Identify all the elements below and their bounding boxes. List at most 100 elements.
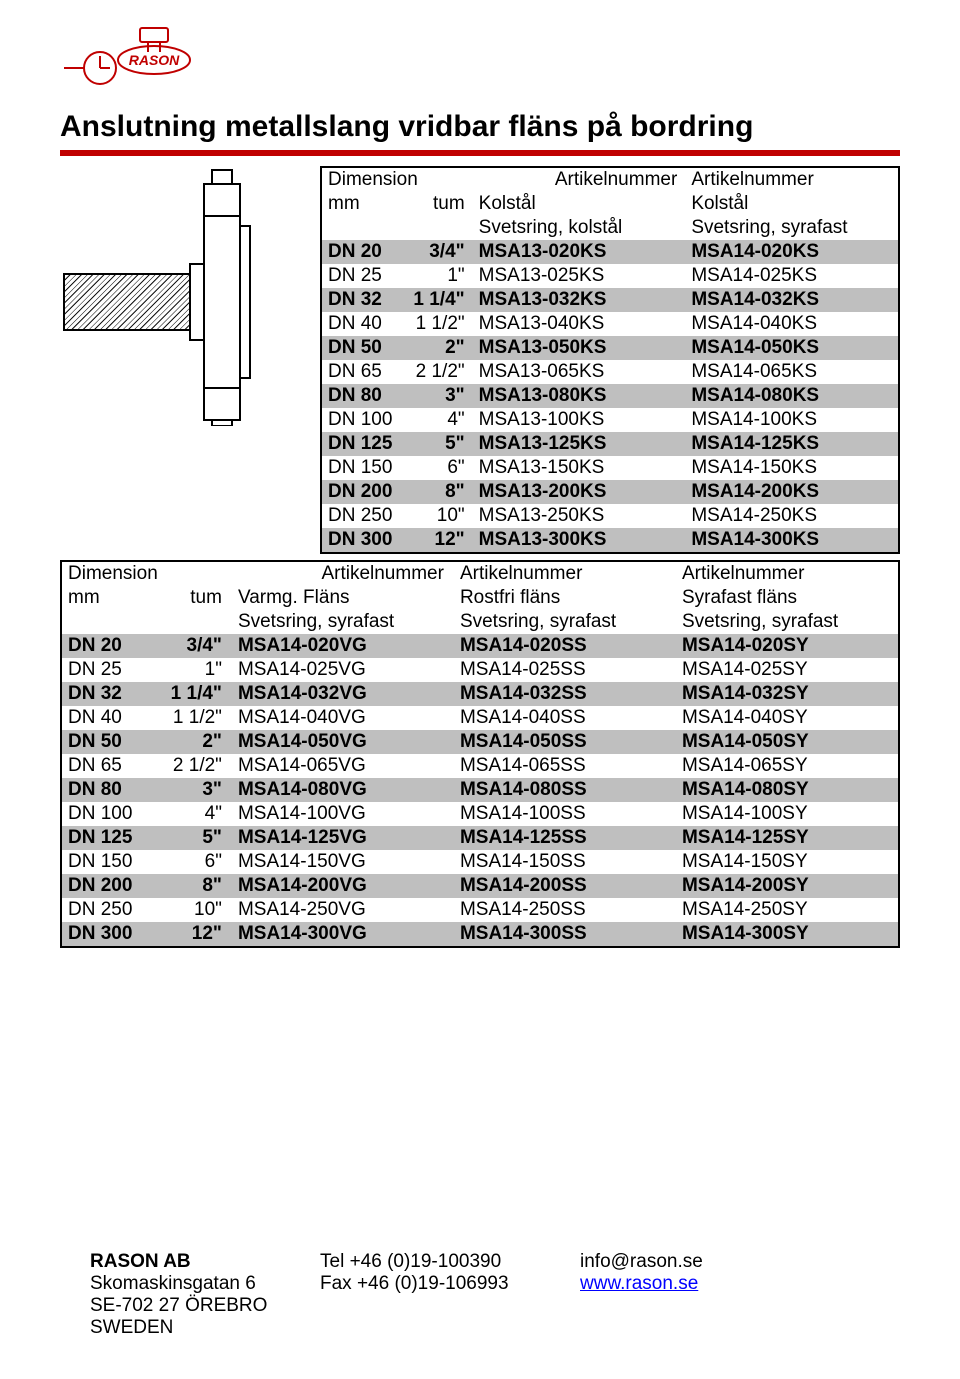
table-cell: DN 250 — [322, 504, 403, 528]
table-cell: 2 1/2" — [403, 360, 472, 384]
table-cell: DN 125 — [322, 432, 403, 456]
col-subheader: Varmg. Fläns — [232, 586, 454, 610]
table-cell: MSA14-300KS — [685, 528, 898, 552]
table-cell: MSA13-032KS — [473, 288, 686, 312]
table-cell: MSA14-100VG — [232, 802, 454, 826]
table-cell: MSA14-050SS — [454, 730, 676, 754]
table-cell: MSA14-050KS — [685, 336, 898, 360]
table-cell: MSA13-200KS — [473, 480, 686, 504]
table-cell: 1" — [155, 658, 232, 682]
col-header: Artikelnummer — [232, 562, 454, 586]
table-row: DN 803"MSA13-080KSMSA14-080KS — [322, 384, 898, 408]
table-2: DimensionArtikelnummerArtikelnummerArtik… — [60, 560, 900, 948]
table-cell: 10" — [155, 898, 232, 922]
table-cell: MSA14-025VG — [232, 658, 454, 682]
table-cell: MSA14-300SY — [676, 922, 898, 946]
table-cell: 2 1/2" — [155, 754, 232, 778]
table-cell: MSA13-025KS — [473, 264, 686, 288]
table-row: DN 1004"MSA13-100KSMSA14-100KS — [322, 408, 898, 432]
col-subheader: tum — [155, 586, 232, 610]
table-row: DN 30012"MSA13-300KSMSA14-300KS — [322, 528, 898, 552]
table-row: DN 1506"MSA14-150VGMSA14-150SSMSA14-150S… — [62, 850, 898, 874]
table-cell: MSA14-200VG — [232, 874, 454, 898]
table-cell: DN 32 — [322, 288, 403, 312]
table-cell: MSA14-050VG — [232, 730, 454, 754]
table-1: DimensionArtikelnummerArtikelnummermmtum… — [320, 166, 900, 554]
col-subheader — [155, 610, 232, 634]
col-header: Dimension — [322, 168, 473, 192]
table-cell: MSA14-100SS — [454, 802, 676, 826]
table-row: DN 203/4"MSA13-020KSMSA14-020KS — [322, 240, 898, 264]
table-cell: 3/4" — [403, 240, 472, 264]
footer: RASON AB Skomaskinsgatan 6 SE-702 27 ÖRE… — [90, 1251, 900, 1339]
table-cell: 4" — [403, 408, 472, 432]
table-cell: DN 200 — [322, 480, 403, 504]
col-subheader — [322, 216, 403, 240]
col-header: Dimension — [62, 562, 232, 586]
table-cell: DN 200 — [62, 874, 155, 898]
table-row: DN 1004"MSA14-100VGMSA14-100SSMSA14-100S… — [62, 802, 898, 826]
table-cell: 2" — [155, 730, 232, 754]
table-cell: MSA14-300VG — [232, 922, 454, 946]
table-cell: MSA13-020KS — [473, 240, 686, 264]
table-row: DN 401 1/2"MSA13-040KSMSA14-040KS — [322, 312, 898, 336]
table-cell: DN 20 — [62, 634, 155, 658]
table-cell: DN 50 — [62, 730, 155, 754]
table-cell: MSA14-150SS — [454, 850, 676, 874]
col-subheader: Svetsring, syrafast — [454, 610, 676, 634]
col-subheader: Svetsring, syrafast — [676, 610, 898, 634]
table-cell: DN 20 — [322, 240, 403, 264]
footer-web-link[interactable]: www.rason.se — [580, 1273, 698, 1294]
col-header: Artikelnummer — [473, 168, 686, 192]
table-cell: 6" — [403, 456, 472, 480]
table-cell: MSA13-125KS — [473, 432, 686, 456]
table-cell: MSA14-080VG — [232, 778, 454, 802]
table-cell: MSA14-020SS — [454, 634, 676, 658]
page-title: Anslutning metallslang vridbar fläns på … — [60, 110, 900, 144]
table-cell: MSA14-020VG — [232, 634, 454, 658]
table-cell: 12" — [155, 922, 232, 946]
table-cell: MSA14-040SY — [676, 706, 898, 730]
col-header: Artikelnummer — [454, 562, 676, 586]
table-cell: DN 150 — [322, 456, 403, 480]
table-cell: MSA14-032KS — [685, 288, 898, 312]
table-cell: MSA14-200SY — [676, 874, 898, 898]
col-subheader: Rostfri fläns — [454, 586, 676, 610]
table-row: DN 803"MSA14-080VGMSA14-080SSMSA14-080SY — [62, 778, 898, 802]
table-cell: DN 80 — [322, 384, 403, 408]
col-subheader: Kolstål — [473, 192, 686, 216]
table-row: DN 1255"MSA14-125VGMSA14-125SSMSA14-125S… — [62, 826, 898, 850]
footer-addr1: Skomaskinsgatan 6 — [90, 1273, 320, 1295]
table-cell: MSA14-150KS — [685, 456, 898, 480]
table-cell: MSA14-025SS — [454, 658, 676, 682]
table-cell: MSA14-250SS — [454, 898, 676, 922]
footer-tel: Tel +46 (0)19-100390 — [320, 1251, 580, 1273]
table-cell: 4" — [155, 802, 232, 826]
table-row: DN 25010"MSA13-250KSMSA14-250KS — [322, 504, 898, 528]
table-cell: MSA14-200KS — [685, 480, 898, 504]
table-cell: DN 32 — [62, 682, 155, 706]
table-row: DN 1255"MSA13-125KSMSA14-125KS — [322, 432, 898, 456]
table-cell: MSA14-100KS — [685, 408, 898, 432]
table-cell: MSA14-300SS — [454, 922, 676, 946]
col-subheader: Svetsring, kolstål — [473, 216, 686, 240]
table-cell: MSA13-100KS — [473, 408, 686, 432]
table-cell: MSA14-065SS — [454, 754, 676, 778]
table-cell: MSA14-065SY — [676, 754, 898, 778]
table-cell: 5" — [403, 432, 472, 456]
table-cell: MSA14-020KS — [685, 240, 898, 264]
footer-email: info@rason.se — [580, 1251, 703, 1273]
col-subheader — [62, 610, 155, 634]
table-cell: MSA14-040VG — [232, 706, 454, 730]
col-subheader: mm — [62, 586, 155, 610]
table-cell: MSA14-025KS — [685, 264, 898, 288]
table-cell: MSA14-125SY — [676, 826, 898, 850]
table-cell: MSA13-065KS — [473, 360, 686, 384]
table-cell: 1 1/2" — [403, 312, 472, 336]
table-cell: DN 40 — [62, 706, 155, 730]
table-cell: MSA14-125VG — [232, 826, 454, 850]
table-cell: MSA14-025SY — [676, 658, 898, 682]
table-cell: MSA14-050SY — [676, 730, 898, 754]
table-cell: 1 1/2" — [155, 706, 232, 730]
table-cell: MSA13-040KS — [473, 312, 686, 336]
